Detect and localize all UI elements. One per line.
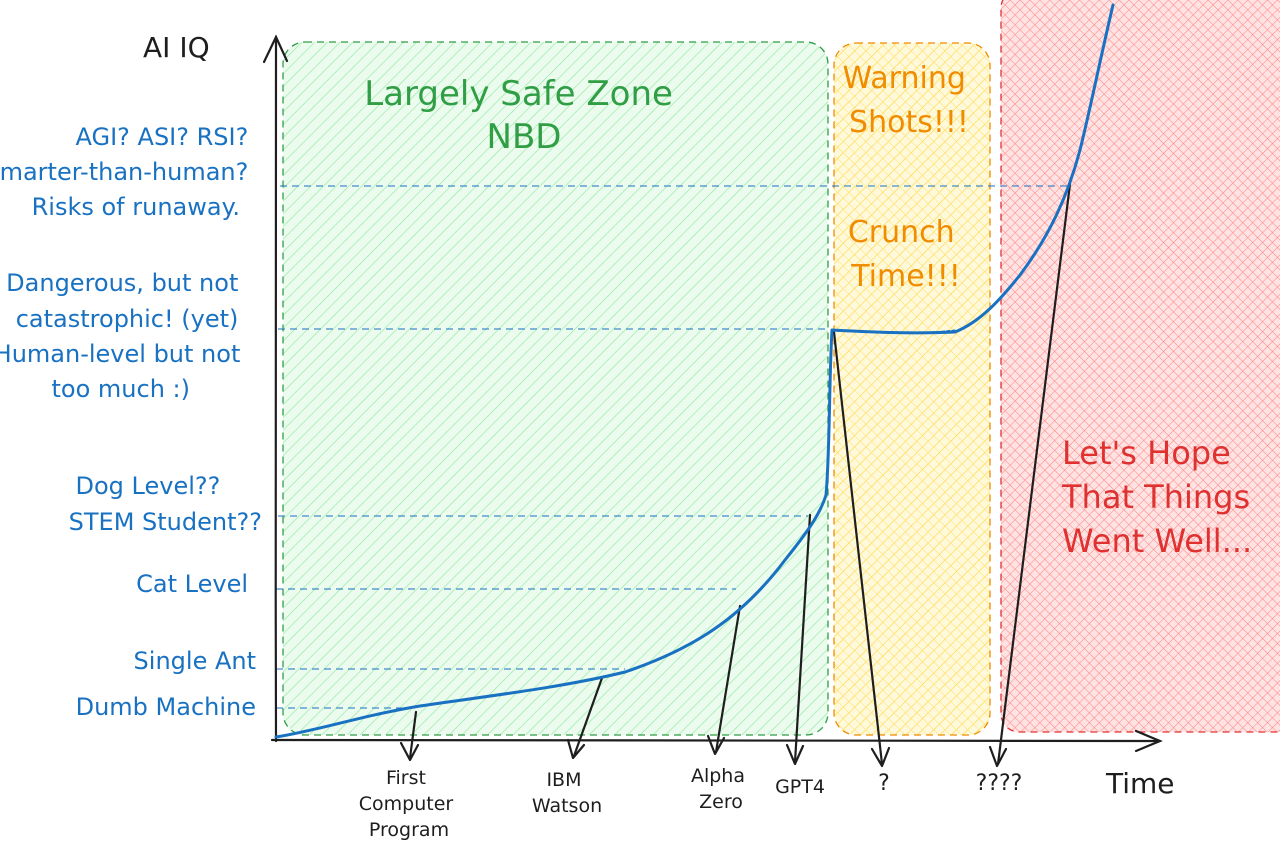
level-dog-stem: Dog Level?? STEM Student?? (69, 472, 262, 536)
zone-warning (833, 42, 991, 736)
zone-hope-title: Let's Hope That Things Went Well... (1061, 434, 1260, 560)
level-dumb-machine: Dumb Machine (76, 693, 256, 721)
milestone-alpha-zero: Alpha Zero (691, 765, 751, 813)
x-axis-title: Time (1105, 767, 1175, 800)
arrow-gpt4 (785, 513, 812, 766)
milestone-question4: ???? (976, 771, 1023, 796)
zone-safe (282, 41, 829, 736)
milestone-ibm-watson: IBM Watson (532, 769, 602, 817)
level-dangerous: Dangerous, but not catastrophic! (yet) H… (0, 269, 248, 403)
arrow-question4 (988, 182, 1072, 768)
iq-curve (274, 3, 1115, 739)
milestone-question: ? (878, 771, 890, 796)
level-ant: Single Ant (134, 647, 256, 675)
milestone-first-program: First Computer Program (359, 767, 460, 841)
y-axis (262, 34, 289, 743)
milestone-arrows (399, 182, 1072, 768)
zone-warning-title: Warning Shots!!! (843, 61, 976, 140)
milestone-gpt4: GPT4 (775, 776, 825, 798)
y-axis-title: AI IQ (143, 31, 210, 64)
arrow-alpha-zero (706, 604, 742, 756)
zone-hope (1000, 0, 1280, 733)
arrow-first-program (399, 710, 420, 762)
arrow-ibm-watson (566, 676, 604, 760)
zone-crunch-title: Crunch Time!!! (848, 215, 964, 294)
guide-lines (276, 185, 1068, 709)
arrow-question (832, 330, 891, 768)
zone-safe-title: Largely Safe Zone NBD (364, 74, 684, 157)
level-cat: Cat Level (136, 570, 248, 598)
level-agi: AGI? ASI? RSI? Smarter-than-human? Risks… (0, 123, 256, 221)
